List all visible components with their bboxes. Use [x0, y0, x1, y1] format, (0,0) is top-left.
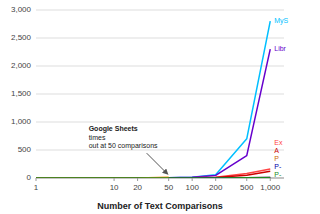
grid-line — [36, 10, 284, 11]
series-label: Ex — [274, 139, 283, 146]
grid-line — [36, 94, 284, 95]
grid-line — [36, 150, 284, 151]
x-tick — [246, 178, 247, 181]
series-label: P- — [274, 163, 282, 170]
y-tick-label: 500 — [18, 145, 32, 154]
x-tick-label: 500 — [240, 183, 254, 192]
annotation-line: times — [89, 134, 106, 141]
annotation-label: Google Sheets — [89, 125, 138, 133]
x-tick-label: 100 — [185, 183, 199, 192]
annotation-text: timesout at 50 comparisons — [89, 134, 158, 151]
grid-line — [36, 122, 284, 123]
series-label: A — [274, 147, 279, 154]
x-tick — [168, 178, 169, 181]
y-tick-label: 0 — [27, 173, 32, 182]
y-tick-label: 3,000 — [11, 5, 32, 14]
x-tick — [215, 178, 216, 181]
series-line — [36, 21, 270, 178]
series-line — [36, 171, 270, 178]
series-line — [36, 177, 270, 178]
x-tick-label: 200 — [209, 183, 223, 192]
series-label: MyS — [274, 17, 288, 25]
grid-line — [36, 38, 284, 39]
series-line — [36, 49, 270, 178]
plot-area — [36, 21, 270, 178]
y-tick-label: 2,500 — [11, 33, 32, 42]
annotation-arrow — [147, 153, 168, 174]
y-tick-label: 1,500 — [11, 89, 32, 98]
y-tick-label: 2,000 — [11, 61, 32, 70]
x-tick-label: 1,000 — [260, 183, 281, 192]
x-tick-label: 20 — [133, 183, 142, 192]
x-tick — [192, 178, 193, 181]
chart: 0 500 1,000 1,500 2,000 2,500 3,000 1 10 20 50 100 2… — [0, 0, 320, 214]
series-label: Libr — [274, 45, 286, 52]
series-label: P- — [274, 171, 282, 178]
grid-line — [36, 66, 284, 67]
x-tick — [270, 178, 271, 181]
x-tick — [114, 178, 115, 181]
x-tick-label: 10 — [110, 183, 119, 192]
series-line — [36, 169, 270, 178]
series-line — [36, 177, 270, 178]
x-tick — [36, 178, 37, 181]
x-axis-label: Number of Text Comparisons — [97, 201, 222, 211]
y-tick-label: 1,000 — [11, 117, 32, 126]
series-label: P — [274, 155, 279, 162]
x-tick-label: 50 — [164, 183, 173, 192]
x-tick-label: 1 — [34, 183, 39, 192]
x-tick — [137, 178, 138, 181]
series-line — [36, 177, 270, 178]
annotation-line: out at 50 comparisons — [89, 142, 158, 150]
